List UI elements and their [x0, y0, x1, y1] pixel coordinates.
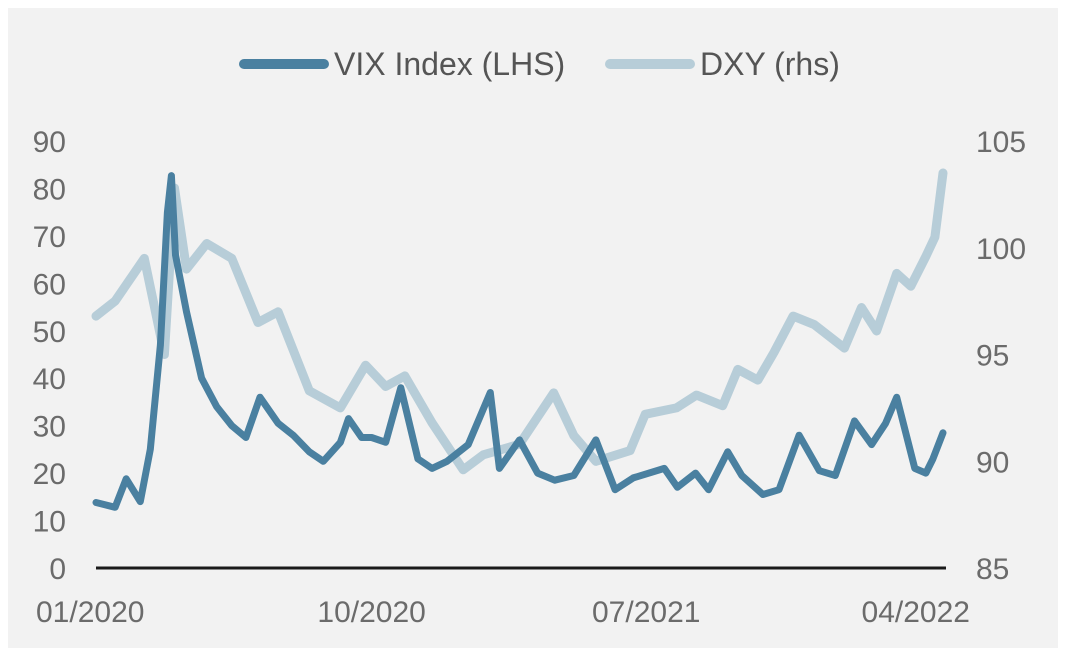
left-tick-label: 10 — [33, 506, 66, 539]
legend-label-vix: VIX Index (LHS) — [334, 46, 565, 82]
right-tick-label: 100 — [976, 233, 1026, 266]
left-tick-label: 90 — [33, 126, 66, 159]
right-tick-label: 90 — [976, 446, 1009, 479]
left-tick-label: 20 — [33, 458, 66, 491]
legend: VIX Index (LHS) DXY (rhs) — [239, 46, 840, 82]
vix-series-line — [92, 172, 947, 511]
left-tick-label: 60 — [33, 268, 66, 301]
right-axis-ticks: 85 90 95 100 105 — [976, 126, 1026, 586]
right-tick-label: 95 — [976, 340, 1009, 373]
left-tick-label: 50 — [33, 316, 66, 349]
left-tick-label: 70 — [33, 221, 66, 254]
x-tick-label: 01/2020 — [36, 596, 144, 629]
x-axis-ticks: 01/2020 10/2020 07/2021 04/2022 — [36, 596, 970, 629]
left-tick-label: 0 — [49, 553, 66, 586]
dxy-series-line — [91, 168, 948, 475]
left-tick-label: 30 — [33, 411, 66, 444]
left-tick-label: 80 — [33, 173, 66, 206]
left-tick-label: 40 — [33, 363, 66, 396]
left-axis-ticks: 0 10 20 30 40 50 60 70 80 90 — [33, 126, 66, 586]
chart-frame: VIX Index (LHS) DXY (rhs) 0 10 20 30 40 50 60 7… — [8, 8, 1058, 648]
x-tick-label: 04/2022 — [862, 596, 970, 629]
x-tick-label: 10/2020 — [317, 596, 425, 629]
vix-dxy-chart: VIX Index (LHS) DXY (rhs) 0 10 20 30 40 50 60 7… — [33, 46, 1026, 629]
x-tick-label: 07/2021 — [592, 596, 700, 629]
legend-label-dxy: DXY (rhs) — [700, 46, 840, 82]
right-tick-label: 85 — [976, 553, 1009, 586]
right-tick-label: 105 — [976, 126, 1026, 159]
